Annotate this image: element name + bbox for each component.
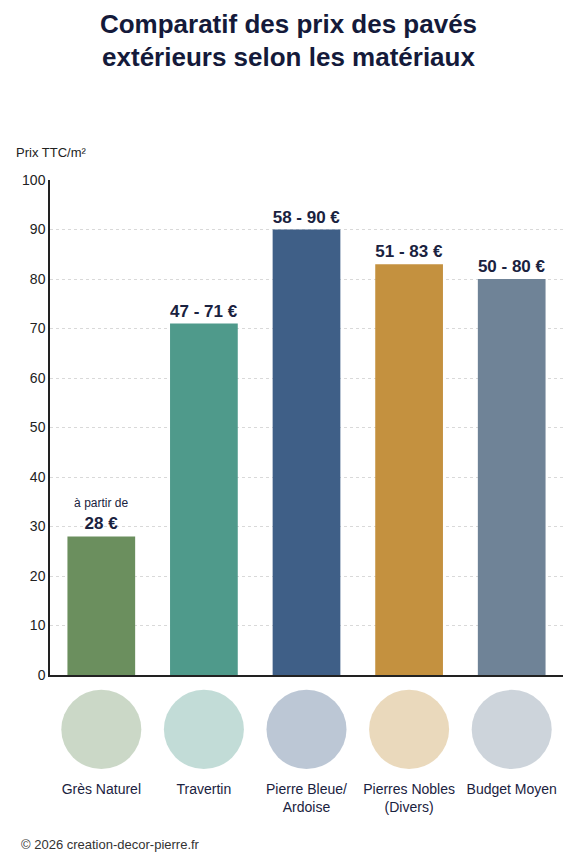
svg-text:20: 20 — [30, 568, 46, 584]
svg-text:60: 60 — [30, 370, 46, 386]
svg-text:Grès Naturel: Grès Naturel — [62, 781, 141, 797]
svg-text:80: 80 — [30, 271, 46, 287]
svg-text:40: 40 — [30, 469, 46, 485]
svg-text:© 2026 creation-decor-pierre.f: © 2026 creation-decor-pierre.fr — [21, 837, 200, 852]
svg-text:10: 10 — [30, 617, 46, 633]
svg-text:50: 50 — [30, 419, 46, 435]
svg-text:70: 70 — [30, 320, 46, 336]
svg-text:Comparatif des prix des pavése: Comparatif des prix des pavésextérieurs … — [100, 9, 477, 73]
svg-text:Budget Moyen: Budget Moyen — [467, 781, 557, 797]
svg-text:Pierre Bleue/Ardoise: Pierre Bleue/Ardoise — [266, 781, 347, 815]
svg-text:30: 30 — [30, 518, 46, 534]
svg-text:Pierres Nobles(Divers): Pierres Nobles(Divers) — [363, 781, 455, 815]
svg-text:0: 0 — [38, 667, 46, 683]
svg-text:47 - 71 €: 47 - 71 € — [170, 302, 238, 321]
svg-text:à partir de28 €: à partir de28 € — [74, 496, 128, 533]
svg-text:58 - 90 €: 58 - 90 € — [273, 208, 341, 227]
svg-text:90: 90 — [30, 221, 46, 237]
svg-text:50 - 80 €: 50 - 80 € — [478, 257, 546, 276]
svg-text:Prix TTC/m²: Prix TTC/m² — [16, 145, 86, 160]
svg-text:100: 100 — [22, 172, 46, 188]
svg-text:51 - 83 €: 51 - 83 € — [375, 242, 443, 261]
svg-text:Travertin: Travertin — [177, 781, 232, 797]
